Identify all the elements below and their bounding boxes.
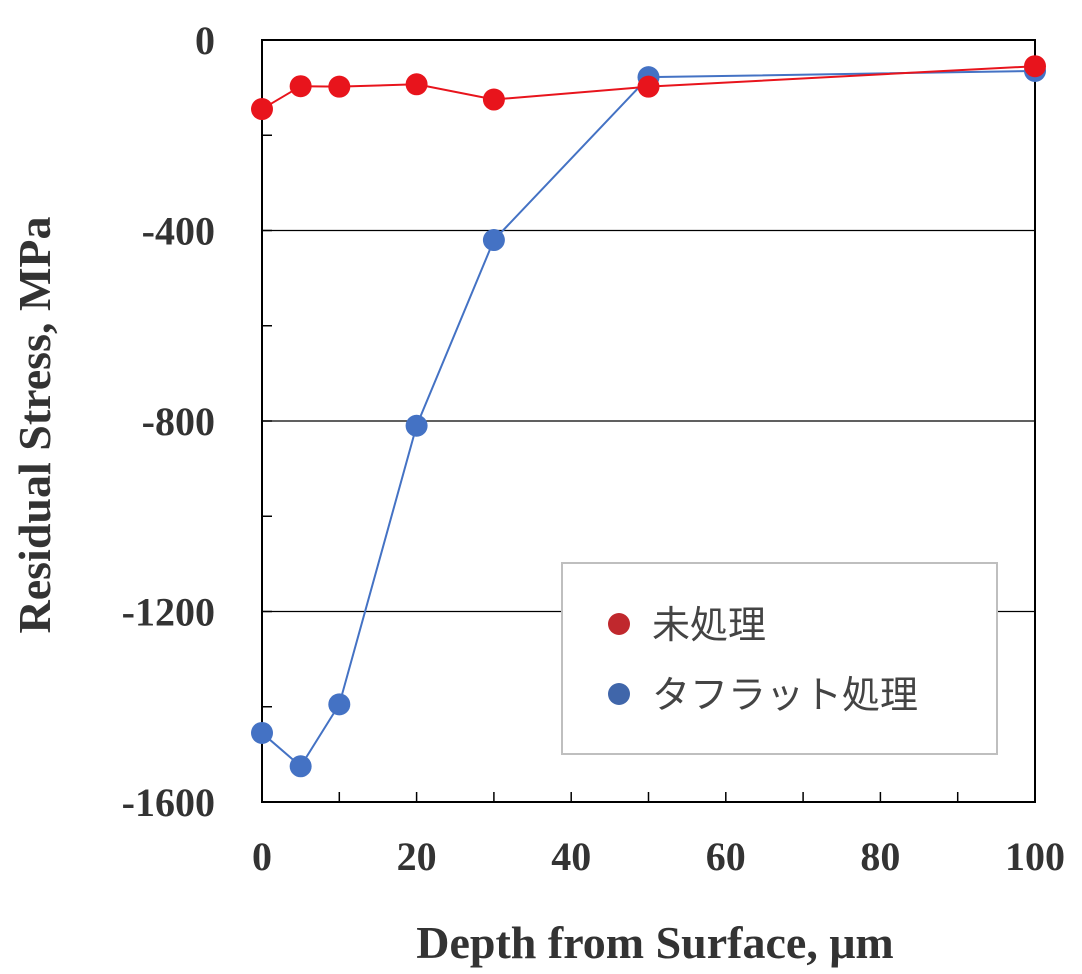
x-tick-label: 0 bbox=[252, 834, 272, 879]
data-point bbox=[405, 73, 428, 96]
data-point bbox=[251, 721, 273, 744]
data-point bbox=[482, 229, 505, 252]
legend-box bbox=[561, 562, 998, 755]
data-point bbox=[251, 98, 273, 121]
x-axis-title: Depth from Surface, μm bbox=[416, 917, 893, 968]
data-point bbox=[405, 414, 428, 437]
y-tick-label: -400 bbox=[142, 209, 215, 254]
data-point bbox=[289, 755, 312, 778]
y-axis-title: Residual Stress, MPa bbox=[9, 217, 60, 634]
data-point bbox=[637, 75, 660, 98]
legend-marker-untreated bbox=[608, 613, 630, 635]
axis-ticks bbox=[261, 39, 1036, 803]
x-axis-tick-labels: 0 20 40 60 80 100 bbox=[252, 834, 1065, 879]
data-point bbox=[328, 693, 351, 716]
x-tick-label: 100 bbox=[1005, 834, 1065, 879]
data-series bbox=[251, 55, 1046, 778]
y-axis-tick-labels: 0 -400 -800 -1200 -1600 bbox=[122, 18, 215, 825]
data-point bbox=[482, 88, 505, 111]
grid-lines bbox=[262, 229, 1035, 613]
y-tick-label: -1600 bbox=[122, 780, 215, 825]
series-untreated bbox=[251, 55, 1046, 121]
legend: 未処理 タフラット処理 bbox=[561, 562, 998, 755]
legend-label-untreated: 未処理 bbox=[652, 603, 766, 647]
legend-marker-tuftride bbox=[608, 683, 630, 705]
y-tick-label: -800 bbox=[142, 399, 215, 444]
x-tick-label: 20 bbox=[397, 834, 437, 879]
x-tick-label: 40 bbox=[551, 834, 591, 879]
y-tick-label: 0 bbox=[195, 18, 215, 63]
x-tick-label: 80 bbox=[860, 834, 900, 879]
legend-label-tuftride: タフラット処理 bbox=[652, 673, 918, 717]
data-point bbox=[289, 75, 312, 98]
x-tick-label: 60 bbox=[706, 834, 746, 879]
data-point bbox=[328, 75, 351, 98]
data-point bbox=[1024, 55, 1046, 78]
y-tick-label: -1200 bbox=[122, 590, 215, 635]
